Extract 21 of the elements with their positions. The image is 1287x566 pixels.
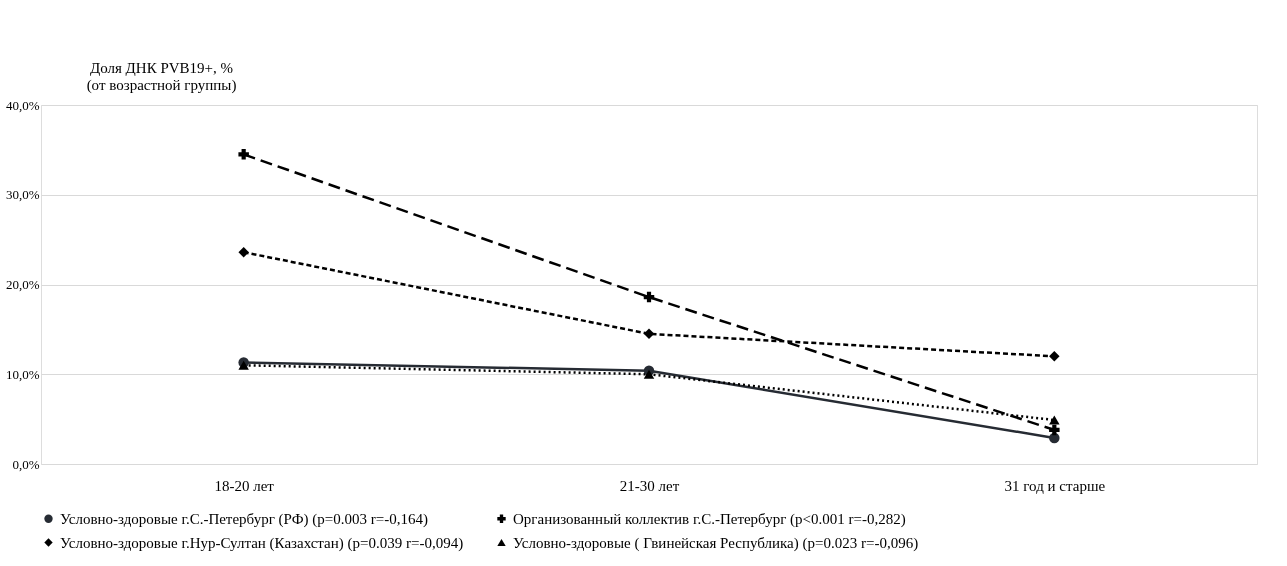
y-tick-label: 40,0% (5, 97, 40, 113)
x-tick-label: 18-20 лет (214, 477, 275, 494)
point (1049, 351, 1060, 362)
x-tick-label: 31 год и старше (1004, 477, 1106, 494)
point (1049, 415, 1060, 425)
point (238, 149, 249, 160)
legend-label: Условно-здоровые г.С.-Петербург (РФ) (p=0.003 r=-0,164) (60, 510, 428, 528)
legend-label: Организованный коллектив г.С.-Петербург (p<0.001 r=-0,282) (513, 510, 906, 528)
x-tick-label: 21-30 лет (619, 477, 680, 494)
legend-label: Условно-здоровые г.Нур-Султан (Казахстан) (p=0.039 r=-0,094) (60, 534, 464, 552)
y-tick-label: 30,0% (5, 187, 40, 203)
point (643, 328, 655, 340)
point (1049, 424, 1060, 436)
legend-label: Условно-здоровые ( Гвинейская Республика) (p=0.023 r=-0,096) (513, 534, 919, 552)
point (643, 291, 655, 303)
y-axis-title: Доля ДНК PVB19+, % (от возрастной группы) (86, 59, 237, 94)
point (643, 369, 655, 379)
y-tick-label: 20,0% (5, 277, 40, 292)
point (238, 246, 249, 258)
y-tick-label: 10,0% (5, 366, 40, 382)
y-tick-label: 0,0% (12, 456, 40, 472)
